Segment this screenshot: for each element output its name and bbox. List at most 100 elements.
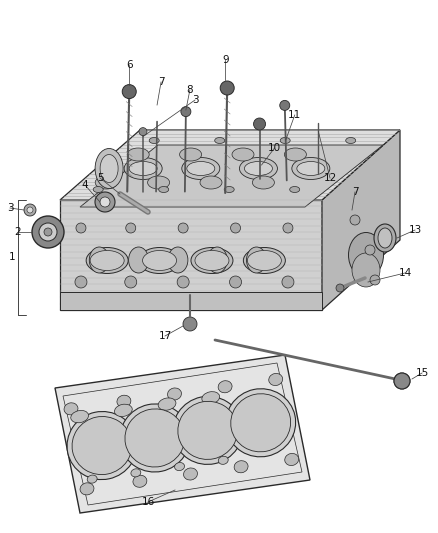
Ellipse shape xyxy=(284,148,307,161)
Circle shape xyxy=(282,276,294,288)
Circle shape xyxy=(350,215,360,225)
Ellipse shape xyxy=(86,247,128,273)
Ellipse shape xyxy=(80,483,94,495)
Ellipse shape xyxy=(394,373,410,389)
Circle shape xyxy=(27,207,33,213)
Ellipse shape xyxy=(71,410,88,423)
Ellipse shape xyxy=(168,388,181,400)
Circle shape xyxy=(394,373,410,389)
Text: 1: 1 xyxy=(9,253,15,262)
Ellipse shape xyxy=(252,176,274,189)
Ellipse shape xyxy=(168,247,188,273)
Polygon shape xyxy=(55,355,310,513)
Polygon shape xyxy=(60,130,400,200)
Ellipse shape xyxy=(180,148,201,161)
Ellipse shape xyxy=(133,475,147,487)
Ellipse shape xyxy=(175,463,184,471)
Polygon shape xyxy=(60,292,322,310)
Ellipse shape xyxy=(290,187,300,192)
Text: 13: 13 xyxy=(408,225,422,235)
Polygon shape xyxy=(80,145,383,207)
Ellipse shape xyxy=(352,253,380,287)
Ellipse shape xyxy=(244,161,272,175)
Ellipse shape xyxy=(129,161,157,175)
Ellipse shape xyxy=(244,247,286,273)
Circle shape xyxy=(183,317,197,331)
Ellipse shape xyxy=(226,389,296,457)
Text: 3: 3 xyxy=(192,95,198,105)
Ellipse shape xyxy=(200,176,222,189)
Circle shape xyxy=(283,223,293,233)
Ellipse shape xyxy=(67,411,137,480)
Text: 7: 7 xyxy=(158,77,164,87)
Ellipse shape xyxy=(149,138,159,143)
Circle shape xyxy=(76,223,86,233)
Ellipse shape xyxy=(90,251,124,271)
Ellipse shape xyxy=(240,157,277,180)
Ellipse shape xyxy=(349,232,384,278)
Text: 14: 14 xyxy=(399,268,412,278)
Circle shape xyxy=(220,81,234,95)
Ellipse shape xyxy=(195,251,229,271)
Ellipse shape xyxy=(129,247,148,273)
Ellipse shape xyxy=(247,251,281,271)
Ellipse shape xyxy=(231,394,291,452)
Ellipse shape xyxy=(218,381,232,393)
Circle shape xyxy=(100,197,110,207)
Ellipse shape xyxy=(374,224,396,252)
Polygon shape xyxy=(60,200,322,310)
Circle shape xyxy=(370,275,380,285)
Ellipse shape xyxy=(159,187,169,192)
Ellipse shape xyxy=(297,161,325,175)
Ellipse shape xyxy=(280,138,290,143)
Text: 7: 7 xyxy=(352,187,358,197)
Circle shape xyxy=(139,127,147,135)
Circle shape xyxy=(39,223,57,241)
Ellipse shape xyxy=(269,374,283,385)
Ellipse shape xyxy=(184,468,198,480)
Text: 5: 5 xyxy=(97,173,103,183)
Ellipse shape xyxy=(138,247,180,273)
Ellipse shape xyxy=(100,155,118,182)
Circle shape xyxy=(24,204,36,216)
Circle shape xyxy=(122,85,136,99)
Ellipse shape xyxy=(202,392,219,404)
Ellipse shape xyxy=(89,247,110,273)
Ellipse shape xyxy=(64,403,78,415)
Ellipse shape xyxy=(142,251,177,271)
Text: 6: 6 xyxy=(126,60,133,70)
Text: 9: 9 xyxy=(222,55,229,65)
Circle shape xyxy=(336,284,344,292)
Text: 15: 15 xyxy=(415,368,429,378)
Ellipse shape xyxy=(148,176,170,189)
Ellipse shape xyxy=(127,148,149,161)
Ellipse shape xyxy=(93,187,103,192)
Ellipse shape xyxy=(72,416,132,474)
Ellipse shape xyxy=(218,456,228,464)
Ellipse shape xyxy=(124,157,162,180)
Ellipse shape xyxy=(378,228,392,248)
Text: 12: 12 xyxy=(323,173,337,183)
Ellipse shape xyxy=(182,157,220,180)
Ellipse shape xyxy=(131,469,141,477)
Ellipse shape xyxy=(191,247,233,273)
Text: 2: 2 xyxy=(15,227,21,237)
Circle shape xyxy=(230,276,241,288)
Text: 4: 4 xyxy=(82,180,88,190)
Text: 8: 8 xyxy=(187,85,193,95)
Circle shape xyxy=(126,223,136,233)
Ellipse shape xyxy=(215,138,225,143)
Circle shape xyxy=(181,107,191,117)
Text: 11: 11 xyxy=(288,110,301,120)
Ellipse shape xyxy=(95,176,117,189)
Ellipse shape xyxy=(178,401,238,459)
Ellipse shape xyxy=(95,149,123,189)
Circle shape xyxy=(125,276,137,288)
Text: 17: 17 xyxy=(159,331,172,341)
Circle shape xyxy=(230,223,240,233)
Ellipse shape xyxy=(125,409,185,467)
Circle shape xyxy=(177,276,189,288)
Ellipse shape xyxy=(224,187,234,192)
Ellipse shape xyxy=(120,404,190,472)
Ellipse shape xyxy=(285,454,299,465)
